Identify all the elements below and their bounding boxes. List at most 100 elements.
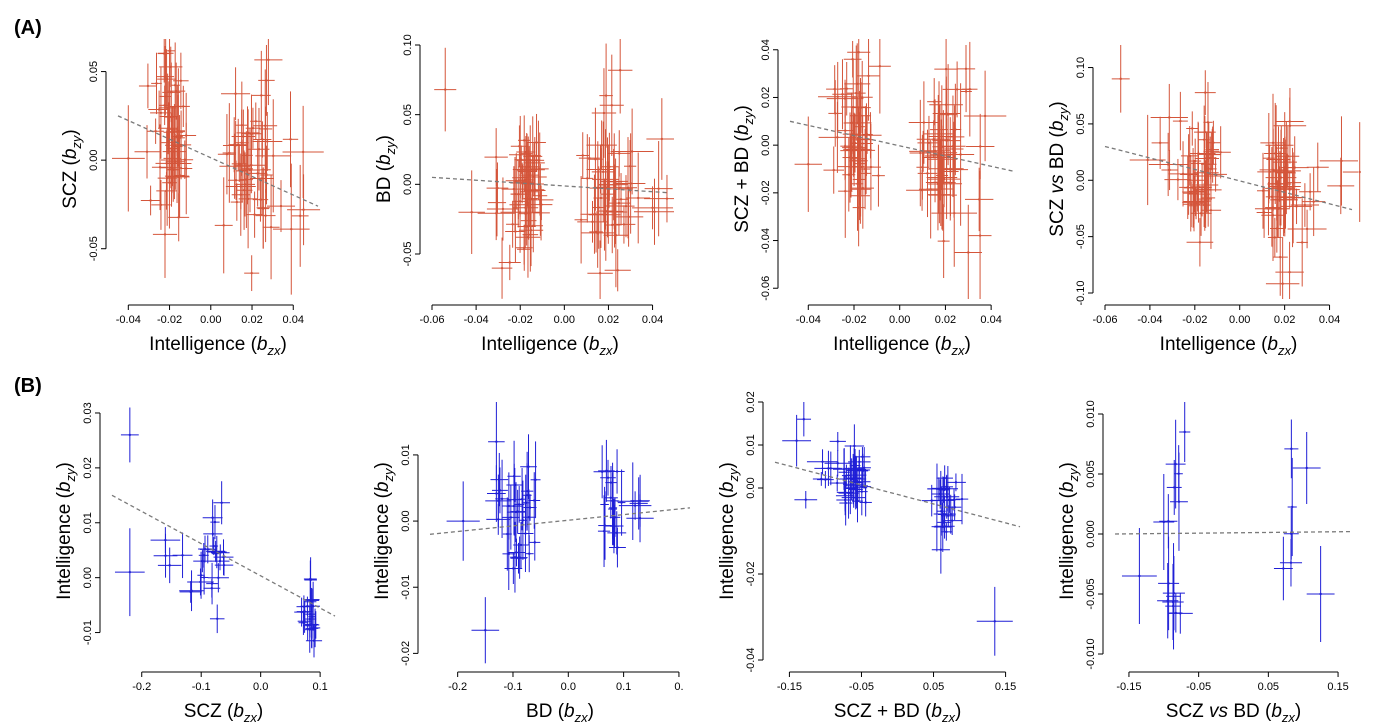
point-marker	[1199, 241, 1201, 243]
data-point	[1327, 158, 1354, 214]
point-marker	[1304, 204, 1306, 206]
x-tick-label: -0.1	[503, 681, 522, 693]
point-marker	[533, 499, 535, 501]
data-point	[198, 536, 212, 563]
point-marker	[926, 172, 928, 174]
data-point	[955, 205, 982, 299]
point-marker	[953, 212, 955, 214]
point-marker	[923, 121, 925, 123]
point-marker	[843, 471, 845, 473]
point-marker	[618, 152, 620, 154]
point-marker	[855, 92, 857, 94]
point-marker	[264, 214, 266, 216]
scatter-panel-6: -0.2 -0.1 0.0 0.1 0.-0.02-0.010.000.01BD (bz…	[372, 402, 690, 723]
point-marker	[1291, 506, 1293, 508]
point-marker	[940, 549, 942, 551]
data-point	[115, 528, 145, 616]
point-marker	[619, 69, 621, 71]
data-point	[645, 141, 673, 236]
y-tick-label: 0.05	[1075, 113, 1087, 134]
data-point	[604, 197, 620, 253]
data-point	[1296, 198, 1307, 286]
point-marker	[862, 187, 864, 189]
y-tick-label: 0.01	[82, 512, 94, 533]
point-marker	[1290, 448, 1292, 450]
panel-label-a: (A)	[14, 17, 42, 39]
data-point	[1167, 460, 1182, 515]
point-marker	[1288, 271, 1290, 273]
point-marker	[837, 96, 839, 98]
point-marker	[837, 462, 839, 464]
point-marker	[462, 520, 464, 522]
point-marker	[620, 501, 622, 503]
data-point	[1302, 167, 1325, 236]
point-marker	[1280, 176, 1282, 178]
point-marker	[928, 142, 930, 144]
data-point	[1112, 45, 1130, 113]
point-marker	[856, 500, 858, 502]
point-marker	[303, 605, 305, 607]
point-marker	[820, 478, 822, 480]
point-marker	[931, 499, 933, 501]
data-point	[965, 168, 993, 231]
point-marker	[310, 623, 312, 625]
data-point	[616, 133, 646, 233]
point-marker	[591, 221, 593, 223]
point-marker	[1200, 212, 1202, 214]
y-tick-label: -0.01	[400, 575, 412, 600]
data-point	[1151, 84, 1188, 151]
y-tick-label: 0.00	[402, 174, 414, 195]
point-marker	[830, 467, 832, 469]
data-point	[478, 186, 515, 240]
point-marker	[939, 152, 941, 154]
x-tick-label: 0.00	[889, 314, 910, 326]
scatter-panel-2: -0.06 -0.04 -0.02 0.00 0.02 0.04-0.050.000.05…	[374, 34, 674, 358]
data-point	[619, 137, 637, 238]
point-marker	[523, 139, 525, 141]
point-marker	[941, 181, 943, 183]
point-marker	[223, 224, 225, 226]
data-point	[153, 191, 177, 278]
point-marker	[168, 182, 170, 184]
point-marker	[1290, 562, 1292, 564]
point-marker	[129, 571, 131, 573]
point-marker	[160, 204, 162, 206]
data-point	[826, 65, 843, 113]
point-marker	[1289, 125, 1291, 127]
point-marker	[211, 516, 213, 518]
data-point	[180, 581, 202, 603]
point-marker	[617, 269, 619, 271]
point-marker	[961, 498, 963, 500]
data-point	[605, 249, 631, 291]
y-tick-label: 0.00	[400, 510, 412, 531]
data-point	[529, 524, 540, 560]
x-tick-label: -0.04	[116, 314, 141, 326]
x-tick-label: 0.1	[312, 681, 327, 693]
point-marker	[1187, 186, 1189, 188]
point-marker	[600, 144, 602, 146]
y-tick-label: -0.02	[745, 561, 757, 586]
x-axis-title: Intelligence (bzx)	[481, 334, 619, 358]
y-tick-label: -0.010	[1085, 638, 1097, 669]
data-point	[158, 548, 182, 584]
point-marker	[264, 125, 266, 127]
point-marker	[629, 182, 631, 184]
point-marker	[1203, 131, 1205, 133]
point-marker	[1309, 191, 1311, 193]
y-tick-label: 0.02	[82, 457, 94, 478]
point-marker	[1179, 120, 1181, 122]
regression-line	[118, 116, 318, 206]
x-tick-label: 0.04	[642, 314, 663, 326]
x-tick-label: -0.15	[1116, 681, 1141, 693]
point-marker	[528, 174, 530, 176]
point-marker	[849, 469, 851, 471]
data-point	[250, 142, 274, 215]
data-point	[1186, 111, 1198, 145]
data-point	[508, 464, 521, 536]
point-marker	[517, 193, 519, 195]
point-marker	[444, 88, 446, 90]
point-marker	[919, 152, 921, 154]
point-marker	[176, 130, 178, 132]
point-marker	[657, 187, 659, 189]
data-point	[1197, 176, 1212, 223]
